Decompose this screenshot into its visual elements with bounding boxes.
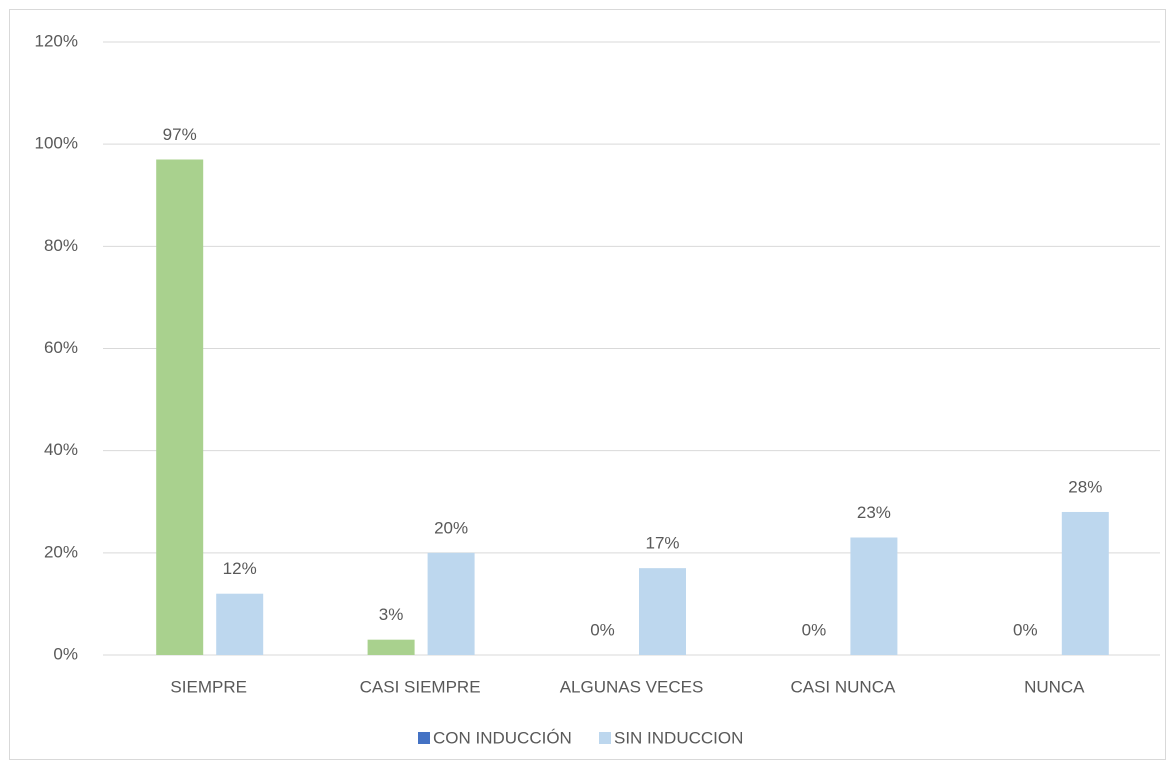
x-tick-label: CASI SIEMPRE xyxy=(360,677,481,696)
data-label: 0% xyxy=(590,620,615,639)
legend-label: SIN INDUCCION xyxy=(614,728,743,747)
data-label: 97% xyxy=(163,125,197,144)
x-tick-label: CASI NUNCA xyxy=(790,677,896,696)
y-tick-label: 100% xyxy=(35,134,78,153)
bar xyxy=(367,639,415,655)
data-label: 23% xyxy=(857,503,891,522)
data-label: 0% xyxy=(1013,620,1038,639)
data-label: 0% xyxy=(802,620,827,639)
x-tick-label: ALGUNAS VECES xyxy=(560,677,704,696)
data-label: 3% xyxy=(379,605,404,624)
y-tick-label: 120% xyxy=(35,31,78,50)
data-label: 20% xyxy=(434,518,468,537)
bar xyxy=(156,159,204,655)
x-tick-label: NUNCA xyxy=(1024,677,1085,696)
y-tick-label: 60% xyxy=(44,338,78,357)
bar xyxy=(639,568,686,655)
bar xyxy=(216,593,264,655)
y-tick-label: 20% xyxy=(44,542,78,561)
y-tick-label: 0% xyxy=(53,644,78,663)
bar xyxy=(427,552,475,655)
y-tick-label: 80% xyxy=(44,236,78,255)
data-label: 17% xyxy=(645,534,679,553)
data-label: 12% xyxy=(223,559,257,578)
legend-label: CON INDUCCIÓN xyxy=(433,728,572,747)
data-label: 28% xyxy=(1068,477,1102,496)
x-tick-label: SIEMPRE xyxy=(170,677,247,696)
y-tick-label: 40% xyxy=(44,440,78,459)
bar xyxy=(1061,511,1109,655)
legend-swatch xyxy=(418,732,430,744)
bar xyxy=(850,537,898,655)
legend-swatch xyxy=(599,732,611,744)
